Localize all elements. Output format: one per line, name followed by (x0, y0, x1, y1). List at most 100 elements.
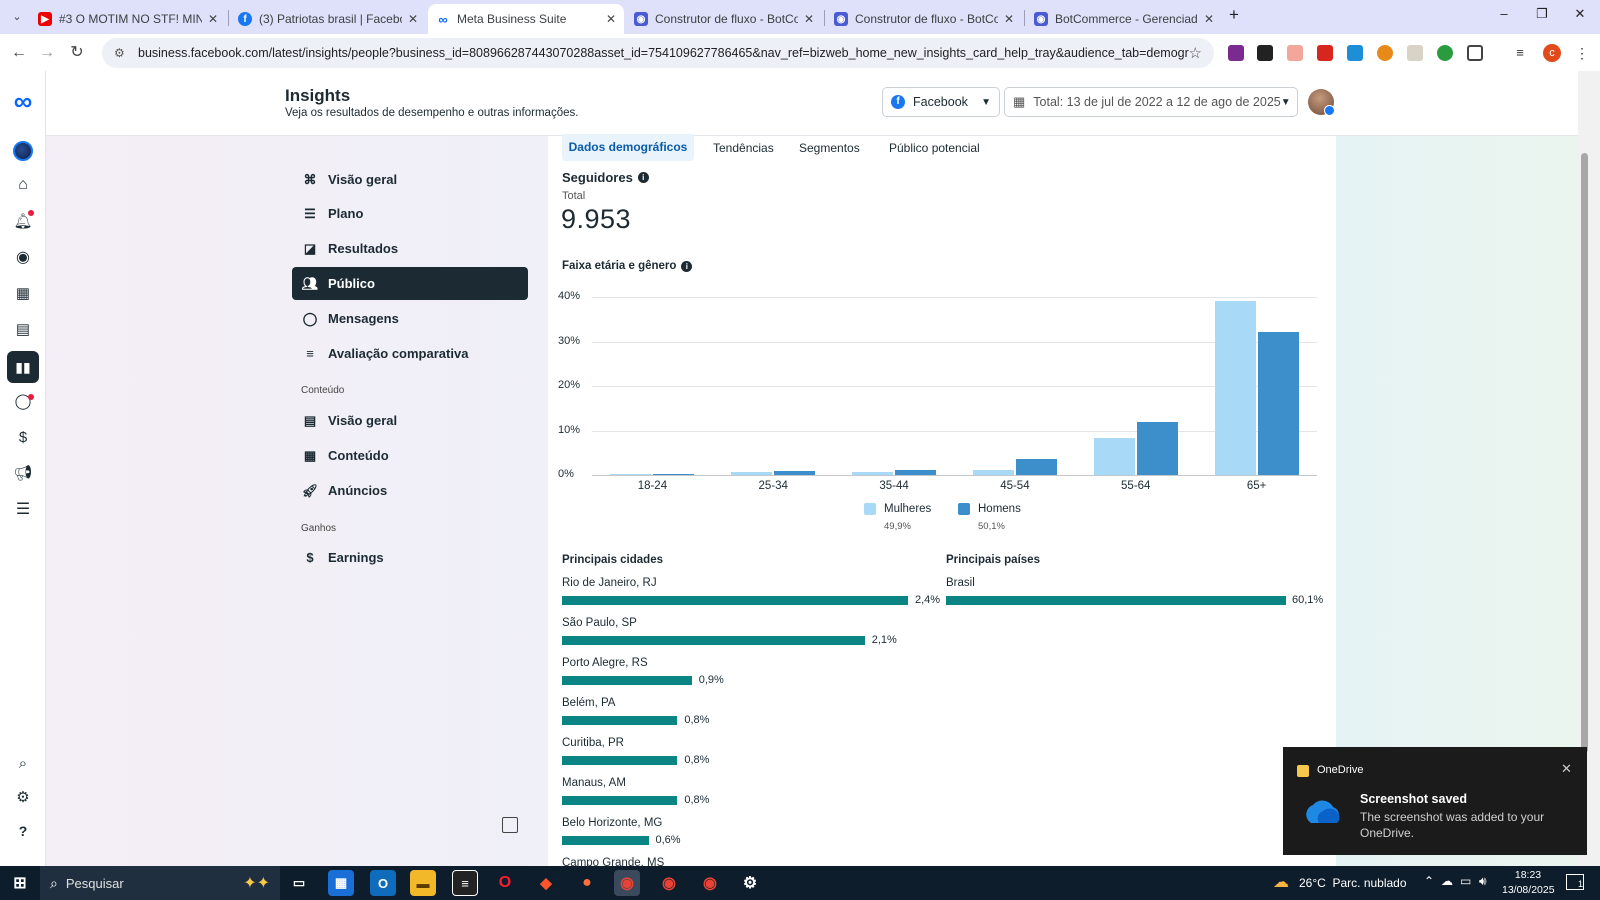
help-icon[interactable]: ? (18, 823, 28, 839)
scrollbar-track[interactable] (1578, 71, 1600, 866)
back-arrow-icon[interactable]: ← (11, 44, 27, 61)
dollar-icon: $ (306, 550, 314, 565)
nav-item-plan[interactable]: ☰ Plano (292, 197, 528, 230)
bar-women-65+ (1214, 300, 1256, 475)
close-icon[interactable]: ✕ (407, 12, 418, 26)
chrome-icon[interactable]: ◉ (662, 875, 676, 892)
close-icon[interactable]: ✕ (1003, 12, 1014, 26)
show-hidden-icons[interactable]: ⌃ (1424, 874, 1435, 888)
taskbar-search-box[interactable]: ⌕ Pesquisar ✦✦ (40, 866, 280, 900)
address-bar[interactable]: ⚙ business.facebook.com/latest/insights/… (102, 38, 1214, 68)
collapse-sidebar-icon[interactable] (502, 817, 518, 833)
chrome-icon[interactable]: ◉ (703, 875, 717, 892)
close-window-button[interactable]: ✕ (1574, 6, 1586, 21)
legend-pct-men: 50,1% (978, 521, 1005, 532)
tab-demographics[interactable]: Dados demográficos (562, 134, 694, 161)
meta-logo-icon[interactable]: ∞ (13, 85, 33, 116)
nav-item-content[interactable]: ▦ Conteúdo (292, 439, 528, 472)
onedrive-tray-icon[interactable]: ☁ (1441, 874, 1453, 888)
scrollbar-thumb[interactable] (1581, 153, 1588, 753)
outlook-icon[interactable]: O (370, 870, 396, 896)
clock-time[interactable]: 18:23 (1514, 869, 1542, 881)
browser-tab-botcommerce-3[interactable]: ◉ BotCommerce - Gerenciador de ✕ (1026, 4, 1222, 34)
home-icon[interactable]: ⌂ (18, 176, 28, 193)
task-view-icon[interactable]: ▭ (292, 875, 306, 890)
tab-search-icon[interactable]: ⌄ (12, 11, 22, 23)
browser-tab-youtube[interactable]: ▶ #3 O MOTIM NO STF! MINISTRO ✕ (30, 4, 226, 34)
firefox-icon[interactable]: ● (582, 874, 592, 891)
extension-icon[interactable] (1317, 45, 1333, 61)
extension-icon[interactable] (1437, 45, 1453, 61)
extension-icon[interactable] (1287, 45, 1303, 61)
file-explorer-icon[interactable]: ▬ (410, 870, 436, 896)
opera-icon[interactable]: O (498, 874, 512, 891)
nav-item-content-overview[interactable]: ▤ Visão geral (292, 404, 528, 437)
page-avatar-icon[interactable] (11, 139, 35, 163)
extension-icon[interactable] (1377, 45, 1393, 61)
chart-gridline (592, 297, 1317, 298)
search-icon[interactable]: ⌕ (18, 754, 28, 772)
network-icon[interactable]: ▭ (1460, 874, 1472, 888)
media-control-icon[interactable]: ≡ (1516, 45, 1524, 60)
minimize-button[interactable]: – (1500, 6, 1508, 21)
browser-tab-botcommerce-2[interactable]: ◉ Construtor de fluxo - BotComm ✕ (826, 4, 1022, 34)
nav-item-results[interactable]: ◪ Resultados (292, 232, 528, 265)
content-icon[interactable]: ▤ (15, 321, 31, 338)
bookmark-star-icon[interactable]: ☆ (1188, 45, 1202, 62)
tab-trends[interactable]: Tendências (713, 141, 774, 155)
site-info-icon[interactable]: ⚙ (114, 46, 125, 60)
platform-selector[interactable]: f Facebook ▼ (882, 87, 1000, 117)
store-icon[interactable]: ▦ (328, 870, 354, 896)
nav-item-audience[interactable]: 👥︎ Público (292, 267, 528, 300)
tab-potential-audience[interactable]: Público potencial (889, 141, 980, 155)
all-tools-menu-icon[interactable]: ☰ (15, 501, 31, 518)
close-icon[interactable]: ✕ (803, 12, 814, 26)
nav-item-messages[interactable]: ◯ Mensagens (302, 310, 399, 327)
new-tab-button[interactable]: + (1229, 5, 1239, 24)
close-icon[interactable]: ✕ (1203, 12, 1214, 26)
nav-item-earnings[interactable]: $ Earnings (292, 541, 528, 574)
inbox-icon[interactable]: ◯ (14, 393, 32, 410)
monetization-dollar-icon[interactable]: $ (18, 428, 28, 446)
date-range-selector[interactable]: ▦ Total: 13 de jul de 2022 a 12 de ago d… (1004, 87, 1298, 117)
notification-center-icon[interactable]: 1 (1566, 874, 1584, 890)
planner-grid-icon[interactable]: ▦ (15, 285, 31, 302)
restore-button[interactable]: ❐ (1536, 6, 1548, 21)
close-icon[interactable]: ✕ (207, 12, 218, 26)
settings-gear-icon[interactable]: ⚙ (16, 789, 30, 806)
extension-icon[interactable] (1228, 45, 1244, 61)
clock-date[interactable]: 13/08/2025 (1502, 884, 1555, 896)
browser-tab-facebook[interactable]: f (3) Patriotas brasil | Facebook ✕ (230, 4, 426, 34)
notifications-bell-icon[interactable]: 🔔︎ (13, 213, 33, 230)
close-icon[interactable]: ✕ (1561, 761, 1572, 776)
brave-icon[interactable]: ◆ (540, 875, 552, 892)
nav-item-benchmark[interactable]: ≡ Avaliação comparativa (292, 337, 528, 370)
chrome-icon[interactable]: ◉ (614, 870, 640, 896)
extension-icon[interactable] (1347, 45, 1363, 61)
browser-tab-botcommerce-1[interactable]: ◉ Construtor de fluxo - BotComm ✕ (626, 4, 822, 34)
weather-text[interactable]: 26°C Parc. nublado (1299, 876, 1407, 890)
url-text[interactable]: business.facebook.com/latest/insights/pe… (138, 46, 1189, 60)
extension-icon[interactable] (1257, 45, 1273, 61)
compass-icon[interactable]: ◉ (16, 249, 30, 266)
info-icon[interactable]: i (681, 260, 693, 272)
close-icon[interactable]: ✕ (605, 12, 616, 26)
terminal-icon[interactable]: ≡ (452, 870, 478, 896)
nav-item-ads[interactable]: 🚀︎ Anúncios (301, 482, 388, 499)
volume-icon[interactable]: 🔊︎ (1479, 874, 1487, 888)
insights-icon[interactable]: ▮▮ (7, 351, 39, 383)
forward-arrow-icon[interactable]: → (39, 44, 55, 61)
reload-icon[interactable]: ↻ (70, 44, 84, 61)
profile-avatar[interactable]: c (1543, 44, 1561, 62)
tab-segments[interactable]: Segmentos (799, 141, 860, 155)
info-icon[interactable]: i (637, 172, 649, 183)
extensions-puzzle-icon[interactable] (1467, 45, 1483, 61)
settings-gear-icon[interactable]: ⚙ (742, 875, 758, 892)
browser-tab-meta-business-suite[interactable]: ∞ Meta Business Suite ✕ (428, 4, 624, 34)
nav-item-overview[interactable]: ⌘ Visão geral (292, 163, 528, 196)
onedrive-notification[interactable]: OneDrive ✕ Screenshot saved The screensh… (1283, 747, 1587, 855)
extension-icon[interactable] (1407, 45, 1423, 61)
browser-menu-icon[interactable]: ⋮ (1575, 45, 1589, 61)
windows-start-icon[interactable]: ⊞ (13, 875, 27, 892)
ads-megaphone-icon[interactable]: 📢︎ (13, 465, 33, 482)
